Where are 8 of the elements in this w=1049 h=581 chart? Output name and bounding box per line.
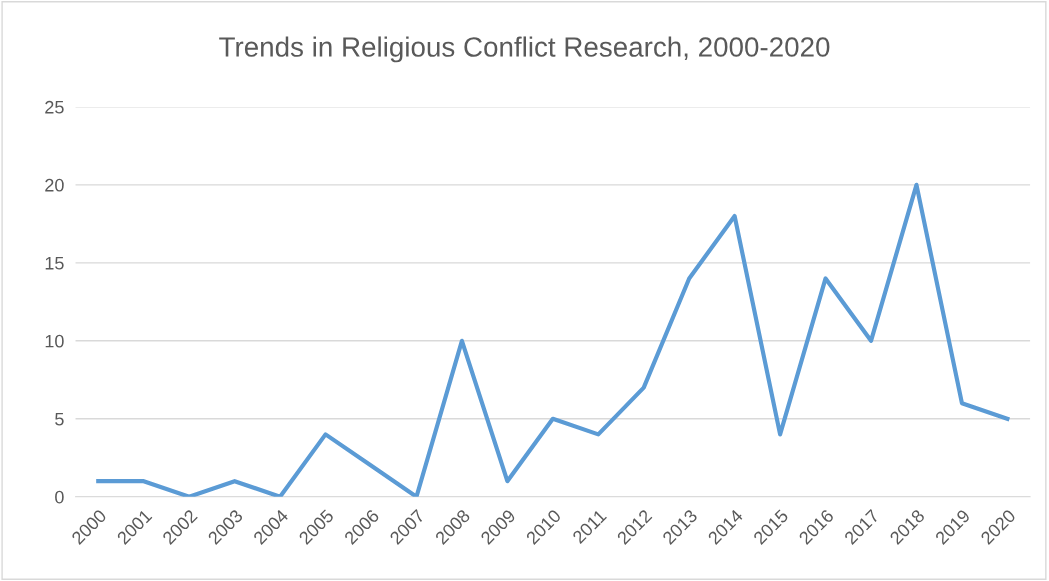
line-series xyxy=(96,182,1010,497)
y-tick-label: 25 xyxy=(45,100,64,114)
y-tick-label: 20 xyxy=(45,178,64,192)
y-tick-label: 5 xyxy=(55,412,64,426)
y-tick-label: 0 xyxy=(55,490,64,504)
y-tick-label: 10 xyxy=(45,334,64,348)
y-tick-label: 15 xyxy=(45,256,64,270)
chart-title: Trends in Religious Conflict Research, 2000-2020 xyxy=(219,36,830,63)
